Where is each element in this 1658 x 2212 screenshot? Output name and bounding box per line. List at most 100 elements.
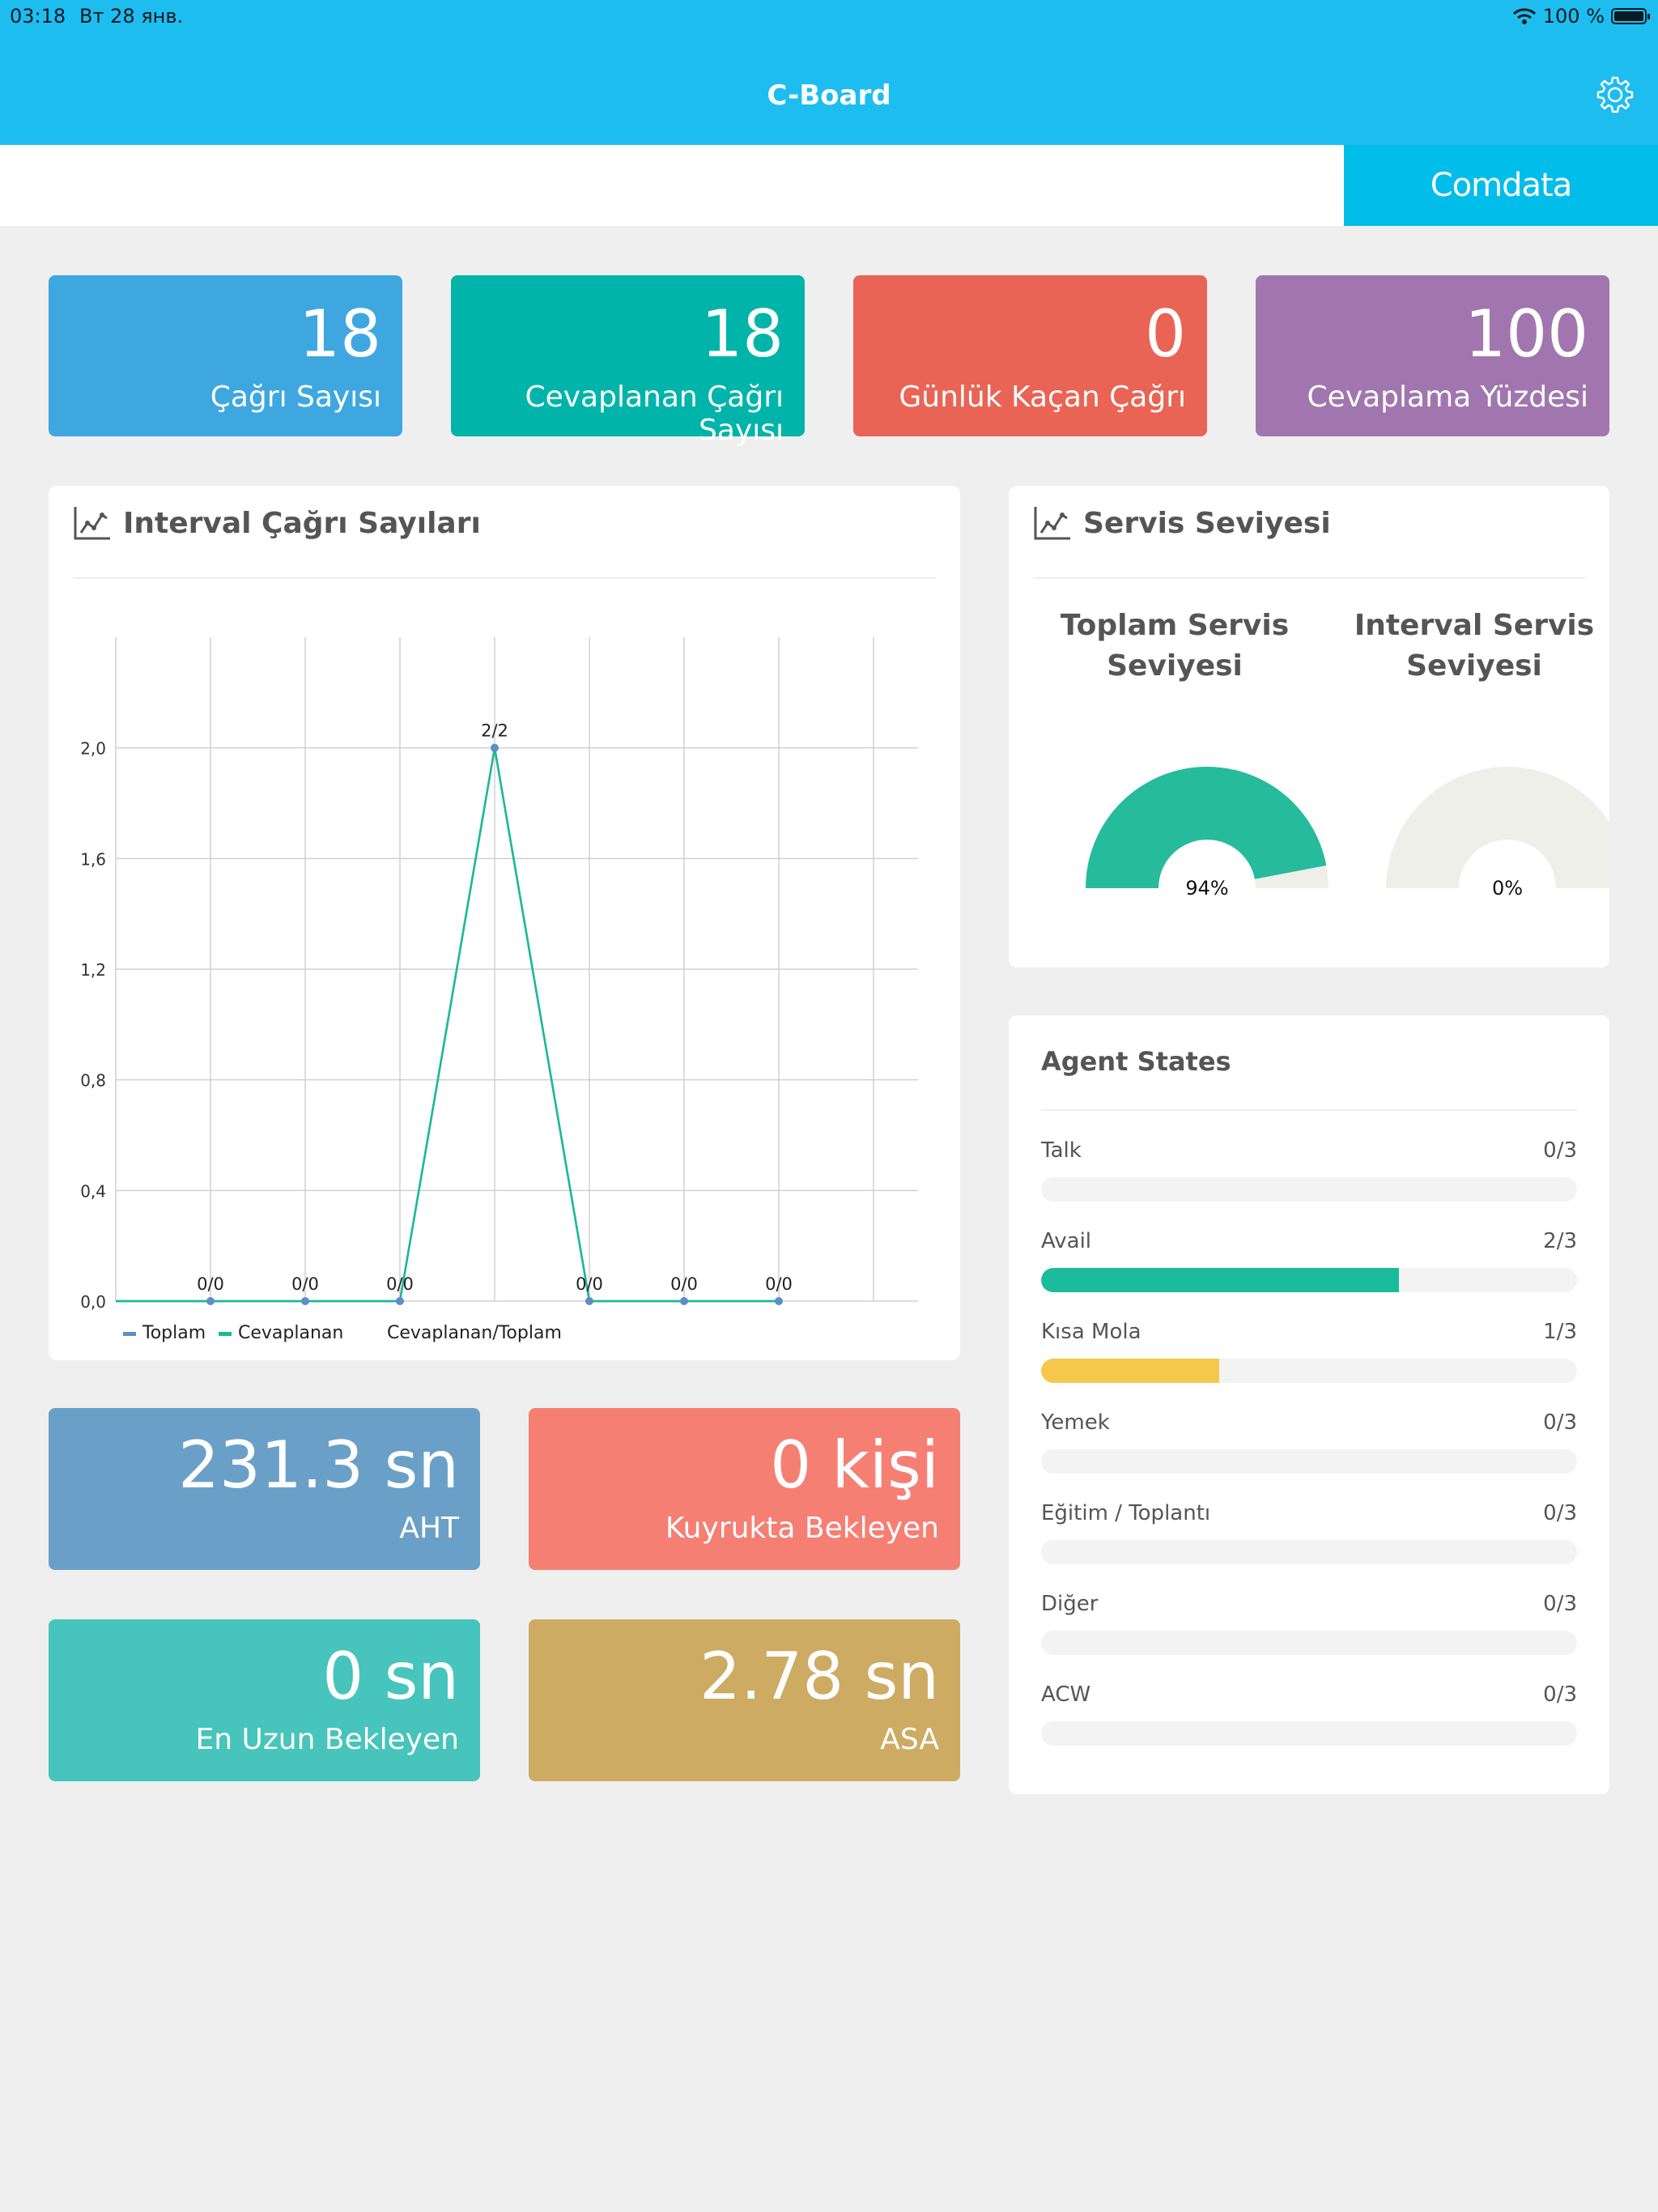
data-label: 0/0 xyxy=(291,1274,319,1294)
data-label: 2/2 xyxy=(481,721,508,741)
stat-value: 18 xyxy=(701,296,784,372)
interval-card-title: Interval Çağrı Sayıları xyxy=(73,505,481,541)
card-divider xyxy=(1033,577,1585,579)
data-point xyxy=(585,1297,593,1305)
data-point xyxy=(206,1297,215,1305)
card-divider xyxy=(1041,1109,1577,1111)
service-card-title-text: Servis Seviyesi xyxy=(1083,506,1331,540)
data-point xyxy=(491,743,499,752)
card-divider xyxy=(73,577,936,579)
stat-value: 2.78 sn xyxy=(699,1639,939,1714)
stat-value: 18 xyxy=(299,296,381,372)
stat-value: 0 xyxy=(1145,296,1186,372)
status-bar: 03:18 Вт 28 янв. 100 % xyxy=(0,0,1658,34)
y-tick-label: 1,2 xyxy=(80,960,106,980)
data-label: 0/0 xyxy=(197,1274,224,1294)
status-date: Вт 28 янв. xyxy=(79,5,184,28)
y-tick-label: 2,0 xyxy=(80,739,106,759)
agent-state-progress-track xyxy=(1041,1721,1577,1746)
agent-state-count: 0/3 xyxy=(1543,1592,1577,1616)
agent-state-count: 0/3 xyxy=(1543,1501,1577,1525)
wifi-icon xyxy=(1512,8,1536,24)
stat-value: 0 kişi xyxy=(770,1427,939,1503)
agent-state-progress-track xyxy=(1041,1449,1577,1474)
agent-state-count: 0/3 xyxy=(1543,1410,1577,1435)
data-label: 0/0 xyxy=(386,1274,414,1294)
series-line-cevaplanan xyxy=(116,747,779,1303)
agent-state-label: Talk xyxy=(1041,1138,1082,1163)
stat-label: Cevaplanan Çağrı Sayısı xyxy=(525,381,784,447)
y-tick-label: 0,0 xyxy=(80,1292,106,1312)
agent-state-progress-track xyxy=(1041,1177,1577,1202)
interval-chart-card: Interval Çağrı Sayıları 0,0 0,4 0,8 1,2 1,6 2… xyxy=(49,486,960,1360)
agent-state-label: Yemek xyxy=(1041,1410,1110,1435)
stat-tile-answered: 18 Cevaplanan Çağrı Sayısı xyxy=(451,275,805,447)
y-tick-label: 1,6 xyxy=(80,849,106,869)
data-point xyxy=(396,1297,404,1305)
gauge-value-interval: 0% xyxy=(1491,877,1524,900)
brand-bar: Comdata xyxy=(0,145,1658,226)
agent-state-progress-fill xyxy=(1041,1359,1220,1383)
agent-state-count: 0/3 xyxy=(1543,1138,1577,1163)
agent-card-title: Agent States xyxy=(1041,1046,1231,1077)
data-label: 0/0 xyxy=(670,1274,698,1294)
stat-tile-calls: 18 Çağrı Sayısı xyxy=(49,275,402,436)
data-point xyxy=(301,1297,309,1305)
app-bar: C-Board xyxy=(0,34,1658,145)
agent-state-label: Eğitim / Toplantı xyxy=(1041,1501,1211,1525)
service-card-title: Servis Seviyesi xyxy=(1033,505,1331,541)
stat-label: Cevaplama Yüzdesi xyxy=(1307,381,1588,414)
legend-label: Toplam xyxy=(142,1323,206,1343)
status-right: 100 % xyxy=(1512,5,1650,28)
stat-tile-answer-rate: 100 Cevaplama Yüzdesi xyxy=(1256,275,1609,436)
data-label: 0/0 xyxy=(576,1274,603,1294)
gauge-title-interval: Interval Servis Seviyesi xyxy=(1354,609,1595,683)
stat-label: ASA xyxy=(880,1723,939,1756)
gauge-title-total: Toplam Servis Seviyesi xyxy=(1060,609,1290,683)
legend-label: Cevaplanan xyxy=(238,1323,343,1343)
battery-icon xyxy=(1611,8,1650,24)
y-tick-label: 0,4 xyxy=(80,1181,106,1201)
agent-state-label: ACW xyxy=(1041,1682,1091,1707)
stat-tile-longest-wait: 0 sn En Uzun Bekleyen xyxy=(49,1619,480,1781)
data-point xyxy=(680,1297,688,1305)
legend-swatch xyxy=(123,1332,136,1336)
agent-state-progress-track xyxy=(1041,1540,1577,1564)
data-label: 0/0 xyxy=(765,1274,793,1294)
legend-label: Cevaplanan/Toplam xyxy=(387,1323,562,1343)
service-level-card: Servis Seviyesi Toplam Servis Seviyesi I… xyxy=(1009,486,1609,968)
comdata-logo: Comdata xyxy=(1344,145,1658,226)
agent-state-progress-track xyxy=(1041,1359,1577,1383)
interval-line-chart: 0,0 0,4 0,8 1,2 1,6 2,0 0/0 0/0 0/0 2/2 0/0 0/0 0/0 T… xyxy=(80,637,918,1343)
agent-state-label: Avail xyxy=(1041,1229,1092,1253)
status-time: 03:18 xyxy=(10,5,66,28)
agent-states-card: Agent States Talk 0/3 Avail 2/3 Kısa Mola 1/3… xyxy=(1009,1015,1609,1794)
stat-value: 231.3 sn xyxy=(178,1427,459,1503)
stat-tile-aht: 231.3 sn AHT xyxy=(49,1408,480,1570)
agent-state-progress-track xyxy=(1041,1631,1577,1655)
gauge-fill xyxy=(1086,766,1327,888)
data-point xyxy=(775,1297,783,1305)
line-chart-icon xyxy=(1034,507,1070,540)
stat-label: Günlük Kaçan Çağrı xyxy=(899,381,1186,414)
stat-tile-asa: 2.78 sn ASA xyxy=(529,1619,960,1781)
gauge-track xyxy=(1386,767,1609,888)
gauge-value-total: 94% xyxy=(1185,877,1229,900)
line-chart-icon xyxy=(74,507,110,540)
stat-tile-missed: 0 Günlük Kaçan Çağrı xyxy=(853,275,1207,436)
stat-value: 0 sn xyxy=(322,1639,459,1714)
service-level-gauges xyxy=(1086,766,1609,888)
agent-state-progress-fill xyxy=(1041,1268,1399,1292)
interval-card-title-text: Interval Çağrı Sayıları xyxy=(123,506,481,540)
stat-label: Kuyrukta Bekleyen xyxy=(665,1512,939,1545)
y-tick-label: 0,8 xyxy=(80,1071,106,1091)
gear-icon[interactable] xyxy=(1595,74,1635,115)
stat-tile-queue: 0 kişi Kuyrukta Bekleyen xyxy=(529,1408,960,1570)
stat-label: AHT xyxy=(399,1512,459,1545)
agent-state-count: 0/3 xyxy=(1543,1682,1577,1707)
legend-swatch xyxy=(219,1332,232,1336)
stat-value: 100 xyxy=(1465,296,1588,372)
agent-state-count: 1/3 xyxy=(1543,1320,1577,1344)
agent-state-progress-track xyxy=(1041,1268,1577,1292)
app-title: C-Board xyxy=(767,79,891,112)
